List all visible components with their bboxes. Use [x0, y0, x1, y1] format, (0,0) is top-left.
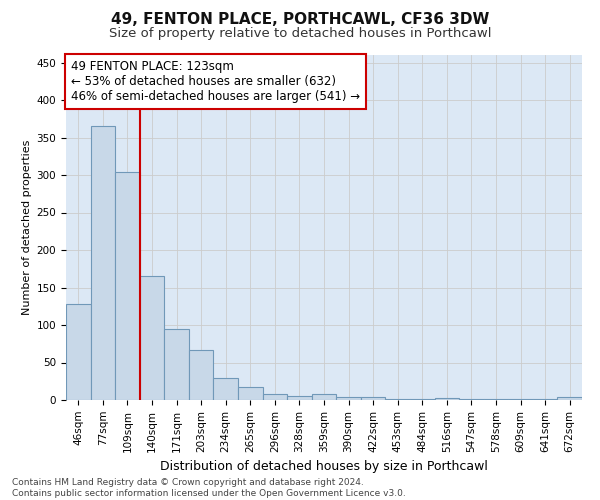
- Bar: [459, 399, 484, 400]
- Bar: [214, 378, 238, 400]
- Bar: [238, 386, 263, 400]
- X-axis label: Distribution of detached houses by size in Porthcawl: Distribution of detached houses by size …: [160, 460, 488, 473]
- Bar: [336, 397, 361, 400]
- Bar: [140, 276, 164, 400]
- Text: 49 FENTON PLACE: 123sqm
← 53% of detached houses are smaller (632)
46% of semi-d: 49 FENTON PLACE: 123sqm ← 53% of detache…: [71, 60, 360, 103]
- Bar: [189, 350, 214, 400]
- Text: Contains HM Land Registry data © Crown copyright and database right 2024.
Contai: Contains HM Land Registry data © Crown c…: [12, 478, 406, 498]
- Bar: [484, 399, 508, 400]
- Y-axis label: Number of detached properties: Number of detached properties: [22, 140, 32, 315]
- Bar: [410, 399, 434, 400]
- Bar: [508, 399, 533, 400]
- Bar: [557, 397, 582, 400]
- Bar: [533, 399, 557, 400]
- Bar: [385, 399, 410, 400]
- Bar: [66, 304, 91, 400]
- Bar: [164, 329, 189, 400]
- Bar: [287, 396, 312, 400]
- Bar: [91, 126, 115, 400]
- Text: Size of property relative to detached houses in Porthcawl: Size of property relative to detached ho…: [109, 28, 491, 40]
- Text: 49, FENTON PLACE, PORTHCAWL, CF36 3DW: 49, FENTON PLACE, PORTHCAWL, CF36 3DW: [111, 12, 489, 28]
- Bar: [312, 394, 336, 400]
- Bar: [361, 397, 385, 400]
- Bar: [434, 398, 459, 400]
- Bar: [115, 172, 140, 400]
- Bar: [263, 394, 287, 400]
